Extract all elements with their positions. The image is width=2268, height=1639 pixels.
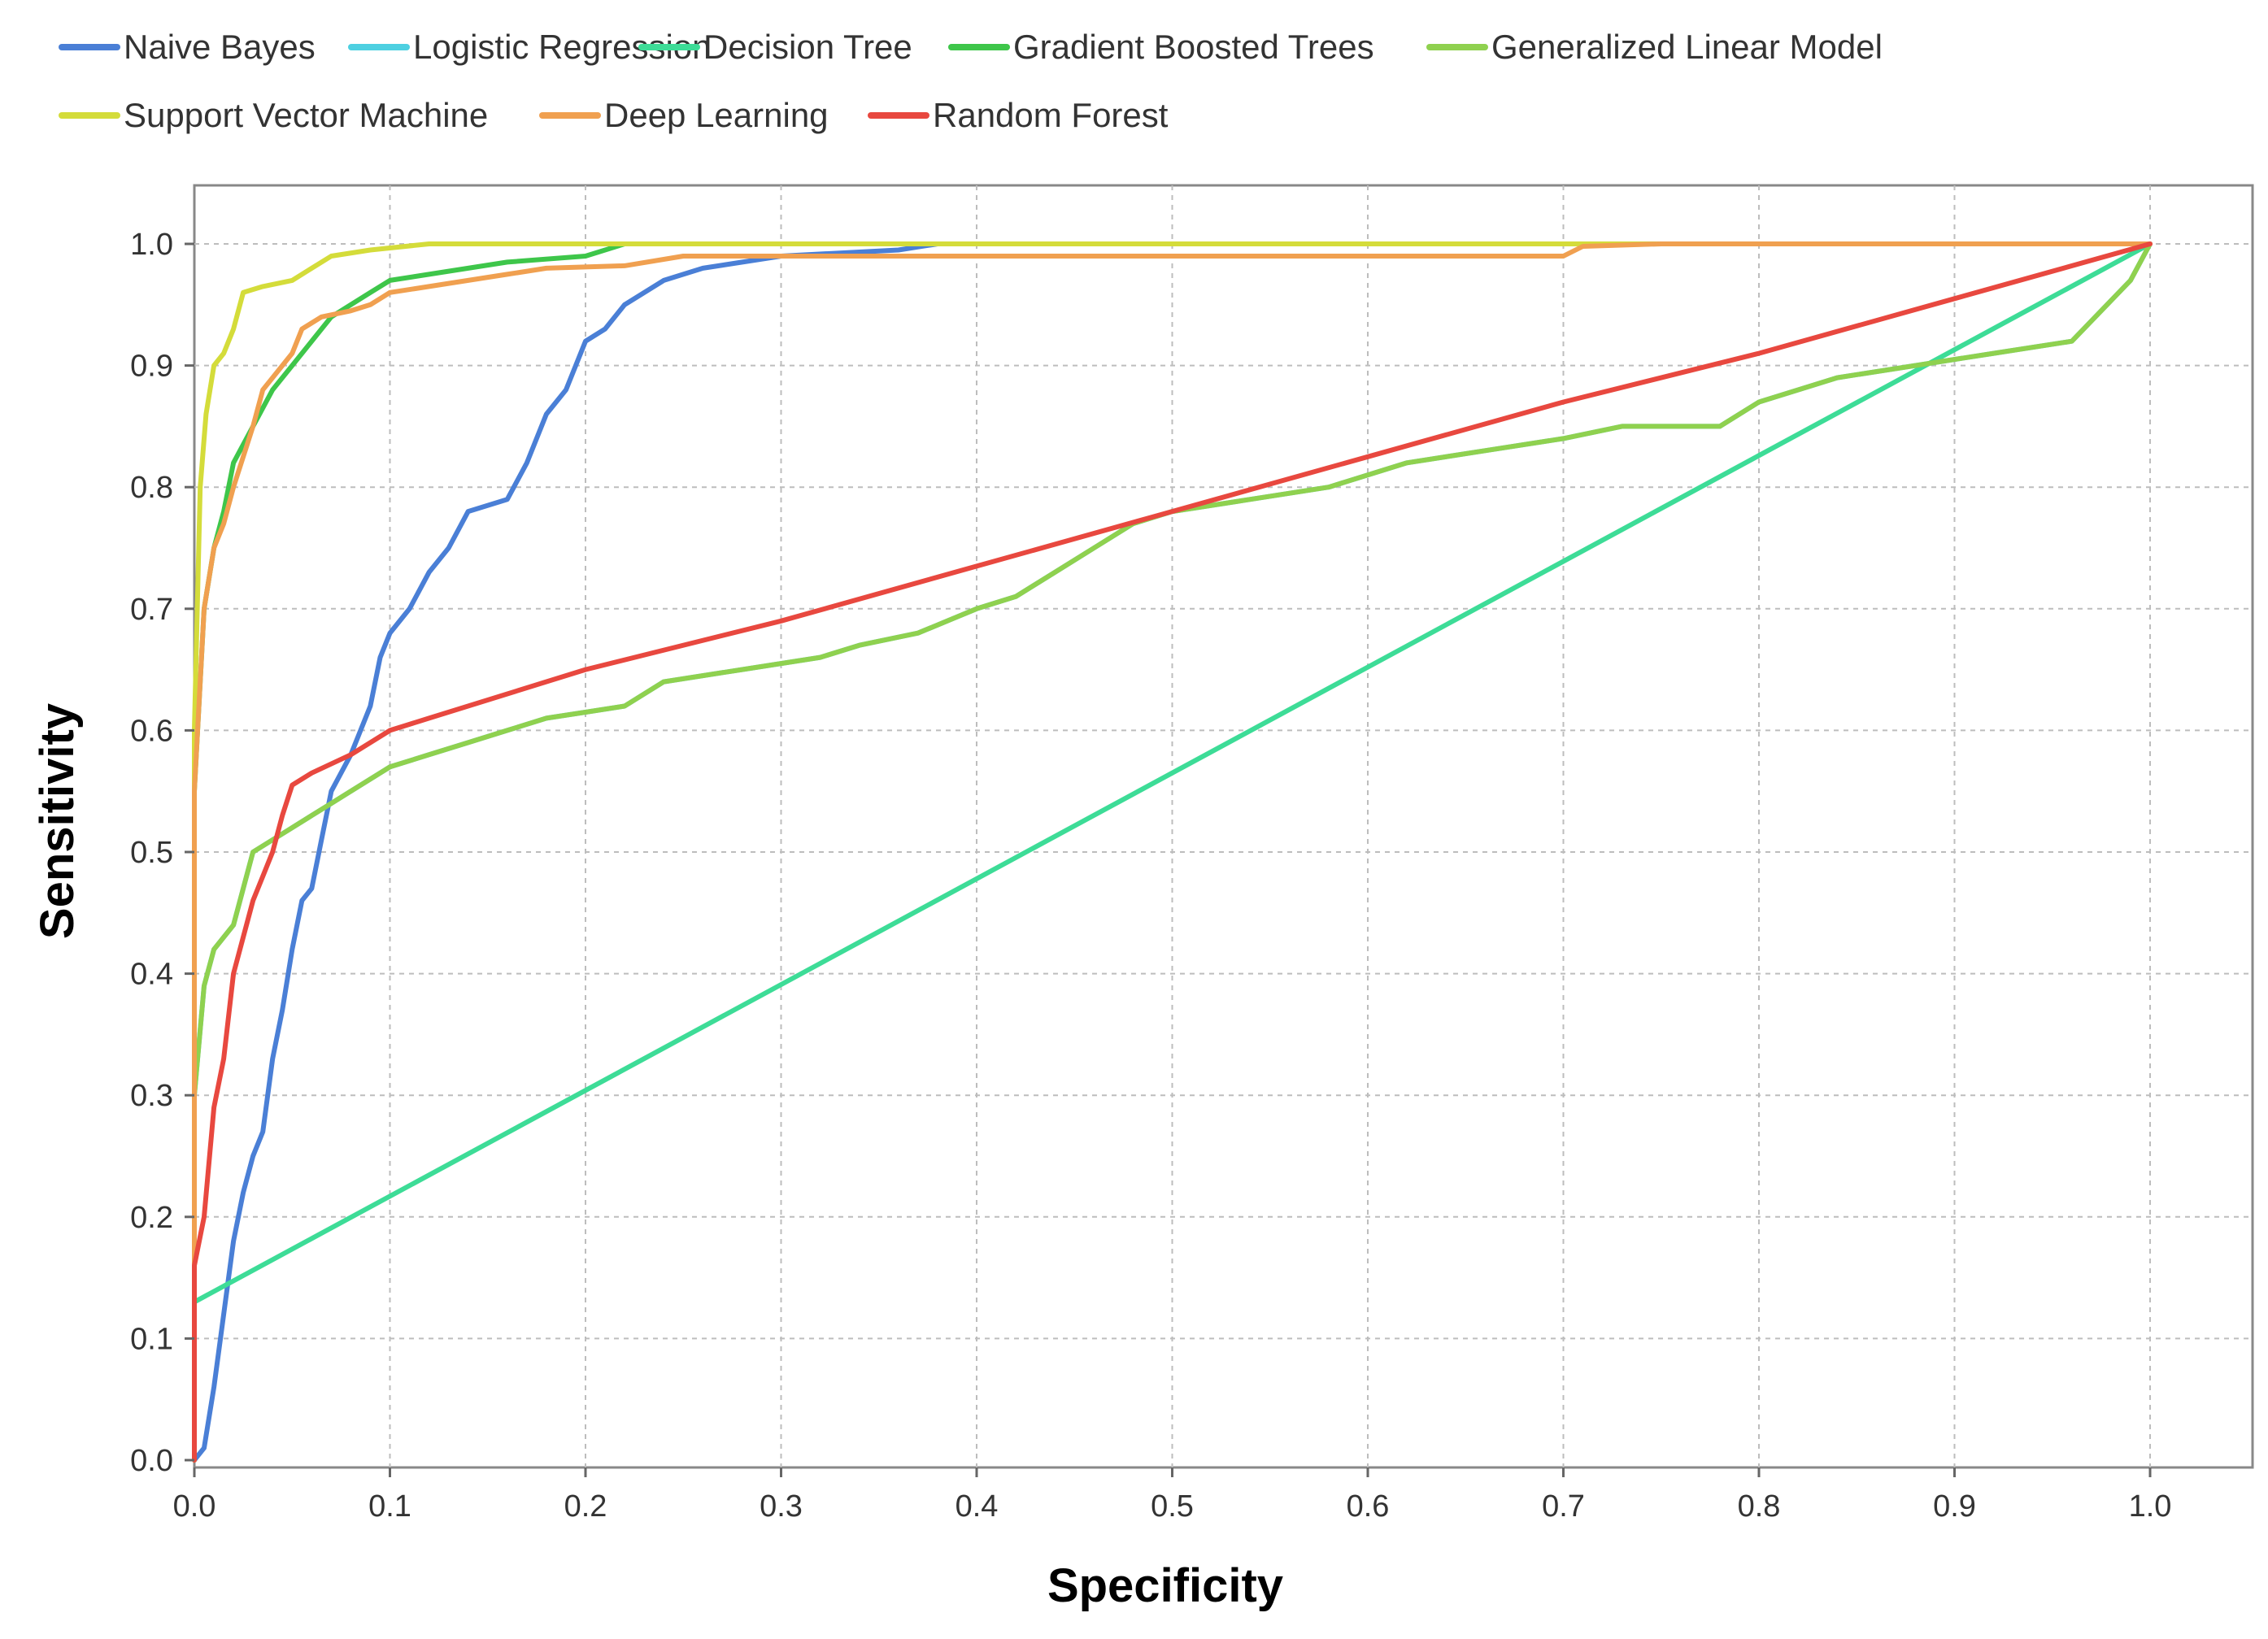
y-tick-label: 0.3	[130, 1079, 173, 1113]
x-tick-label: 0.3	[760, 1489, 803, 1524]
x-tick-label: 0.8	[1738, 1489, 1781, 1524]
series-line-support-vector-machine	[192, 241, 2153, 1463]
y-tick-label: 0.2	[130, 1201, 173, 1235]
y-tick-label: 0.4	[130, 958, 173, 992]
y-tick-label: 0.8	[130, 471, 173, 505]
legend-label: Random Forest	[933, 96, 1169, 134]
x-tick-label: 1.0	[2129, 1489, 2172, 1524]
legend-label: Deep Learning	[604, 96, 829, 134]
x-axis-title: Specificity	[1047, 1559, 1283, 1612]
y-axis-title: Sensitivity	[31, 703, 84, 939]
legend-label: Support Vector Machine	[124, 96, 488, 134]
x-tick-label: 0.1	[368, 1489, 411, 1524]
y-tick-label: 0.5	[130, 836, 173, 870]
series-lines	[192, 241, 2153, 1463]
x-tick-label: 0.7	[1542, 1489, 1585, 1524]
y-tick-label: 0.0	[130, 1444, 173, 1478]
y-axis: 0.0 0.1 0.2 0.3 0.4 0.5 0.6 0.7 0.8 0.9 1.0	[130, 228, 194, 1478]
x-tick-label: 0.6	[1347, 1489, 1390, 1524]
y-tick-label: 0.6	[130, 714, 173, 748]
x-tick-label: 0.5	[1151, 1489, 1194, 1524]
plot-frame	[193, 184, 2254, 1469]
series-line-random-forest	[192, 241, 2153, 1463]
y-tick-label: 0.7	[130, 593, 173, 627]
series-line-deep-learning	[192, 241, 2153, 1463]
x-tick-label: 0.9	[1933, 1489, 1976, 1524]
x-axis: 0.0 0.1 0.2 0.3 0.4 0.5 0.6 0.7 0.8 0.9 1.0	[173, 1467, 2172, 1524]
x-tick-label: 0.4	[956, 1489, 999, 1524]
y-tick-label: 0.1	[130, 1322, 173, 1356]
legend-label: Generalized Linear Model	[1491, 28, 1883, 66]
x-tick-label: 0.2	[564, 1489, 607, 1524]
x-tick-label: 0.0	[173, 1489, 216, 1524]
legend-label: Naive Bayes	[124, 28, 316, 66]
y-tick-label: 1.0	[130, 228, 173, 262]
legend-label: Gradient Boosted Trees	[1013, 28, 1374, 66]
plot-area	[192, 184, 2254, 1469]
legend-label: Decision Tree	[703, 28, 912, 66]
y-tick-label: 0.9	[130, 350, 173, 384]
series-line-naive-bayes	[192, 241, 2153, 1463]
